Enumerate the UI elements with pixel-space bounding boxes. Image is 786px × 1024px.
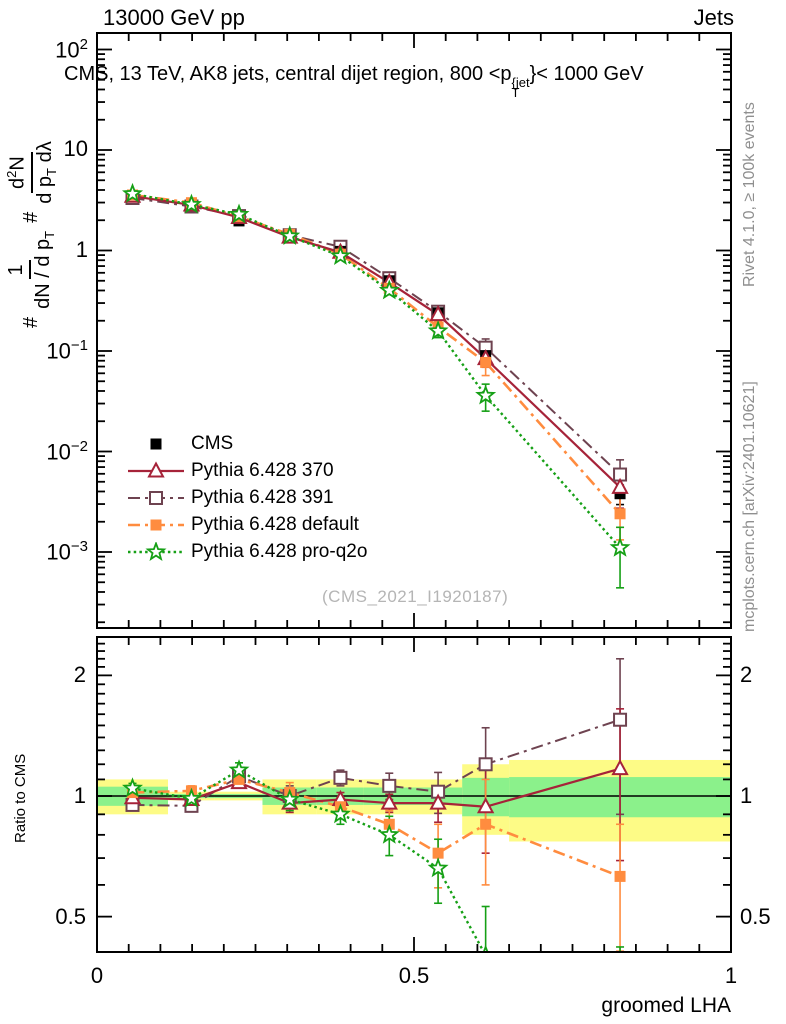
data-point-marker	[147, 460, 165, 477]
legend-marker-swatch	[128, 460, 184, 477]
analysis-group-label: Jets	[693, 5, 734, 30]
data-point-marker	[427, 319, 449, 340]
legend-marker-swatch	[128, 490, 184, 505]
data-point-marker	[614, 870, 626, 882]
legend-label: Pythia 6.428 pro-q2o	[191, 540, 368, 562]
analysis-id-watermark: (CMS_2021_I1920187)	[322, 587, 509, 606]
legend-label: Pythia 6.428 370	[191, 459, 334, 481]
data-point-marker	[149, 490, 163, 505]
data-point-marker	[611, 477, 629, 494]
data-point-marker	[150, 438, 162, 449]
legend: CMS Pythia 6.428 370 Pythia 6.428 391 Pythi…	[127, 430, 367, 565]
main-panel-series	[122, 182, 631, 589]
ratio-panel-series	[122, 657, 629, 952]
axes-frames-ticks	[96, 32, 732, 953]
data-point-marker	[150, 519, 162, 530]
data-point-marker	[476, 797, 495, 814]
data-point-marker	[480, 356, 492, 368]
mcplots-arxiv-note: mcplots.cern.ch [arXiv:2401.10621]	[741, 381, 758, 632]
y-axis-tick-label: 10	[63, 136, 88, 161]
data-point-marker	[180, 193, 202, 214]
y-axis-tick-label: 10−1	[46, 337, 88, 364]
y-axis-tick-label: 10−3	[46, 538, 88, 565]
data-point-marker	[427, 857, 449, 878]
data-point-marker	[122, 182, 144, 203]
data-point-marker	[609, 536, 631, 557]
data-point-marker	[378, 823, 400, 844]
x-axis-tick-label: 1	[724, 963, 738, 988]
data-point-marker	[279, 225, 301, 246]
ratio-tick-label-left: 2	[73, 662, 86, 688]
y-axis-tick-label: 10−2	[46, 437, 88, 464]
rivet-version-note: Rivet 4.1.0, ≥ 100k events	[741, 102, 758, 287]
data-point-marker	[333, 770, 348, 785]
x-axis-title: groomed LHA	[601, 994, 731, 1017]
y-axis-tick-label: 102	[55, 35, 88, 62]
legend-label: Pythia 6.428 default	[191, 513, 359, 535]
legend-item-pythia-6-428-391: Pythia 6.428 391	[127, 484, 367, 511]
series-line	[132, 768, 486, 952]
legend-item-pythia-6-428-pro-q2o: Pythia 6.428 pro-q2o	[127, 538, 367, 565]
data-point-marker	[611, 759, 629, 776]
legend-item-cms: CMS	[127, 430, 367, 457]
data-point-marker	[480, 818, 492, 830]
series-line	[132, 778, 621, 878]
beam-energy-label: 13000 GeV pp	[103, 5, 245, 30]
data-point-marker	[476, 944, 496, 952]
data-point-marker	[382, 778, 397, 793]
ratio-tick-label-left: 0.5	[55, 903, 86, 929]
data-point-marker	[145, 541, 167, 561]
ratio-tick-label-right: 1	[740, 783, 753, 808]
legend-marker-swatch	[128, 519, 184, 530]
legend-label: Pythia 6.428 391	[191, 486, 334, 508]
plot-title-text: CMS, 13 TeV, AK8 jets, central dijet reg…	[64, 63, 512, 85]
series-line	[132, 718, 621, 807]
x-axis-tick-label: 0	[90, 963, 104, 988]
legend-marker-swatch	[150, 438, 162, 449]
pt-jet-notation: {jet T	[511, 75, 530, 100]
legend-item-pythia-6-428-default: Pythia 6.428 default	[127, 511, 367, 538]
data-point-marker	[329, 803, 351, 824]
ratio-tick-label-left: 1	[73, 783, 86, 808]
data-point-marker	[475, 384, 497, 405]
data-point-marker	[432, 847, 444, 859]
data-point-marker	[380, 793, 398, 810]
plot-title: CMS, 13 TeV, AK8 jets, central dijet reg…	[64, 63, 644, 100]
ratio-tick-label-right: 2	[740, 662, 753, 688]
data-point-marker	[228, 759, 250, 780]
data-point-marker	[478, 757, 493, 772]
data-point-marker	[614, 508, 626, 520]
data-point-marker	[613, 712, 628, 727]
data-point-marker	[228, 203, 250, 224]
legend-marker-swatch	[128, 541, 184, 561]
legend-label: CMS	[191, 432, 234, 454]
data-point-marker	[279, 788, 301, 809]
ratio-tick-label-right: 0.5	[740, 903, 771, 929]
y-axis-tick-label: 1	[75, 236, 88, 262]
data-point-marker	[122, 777, 144, 798]
data-point-marker	[233, 773, 245, 785]
data-point-marker	[329, 245, 351, 266]
data-point-marker	[180, 787, 202, 808]
x-axis-tick-label: 0.5	[398, 963, 430, 988]
data-point-marker	[429, 793, 447, 810]
data-point-marker	[378, 279, 400, 300]
legend-item-pythia-6-428-370: Pythia 6.428 370	[127, 457, 367, 484]
